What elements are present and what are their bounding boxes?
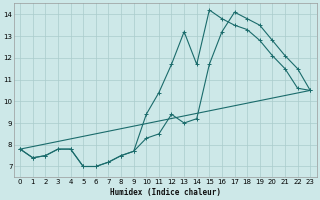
X-axis label: Humidex (Indice chaleur): Humidex (Indice chaleur)	[110, 188, 221, 197]
